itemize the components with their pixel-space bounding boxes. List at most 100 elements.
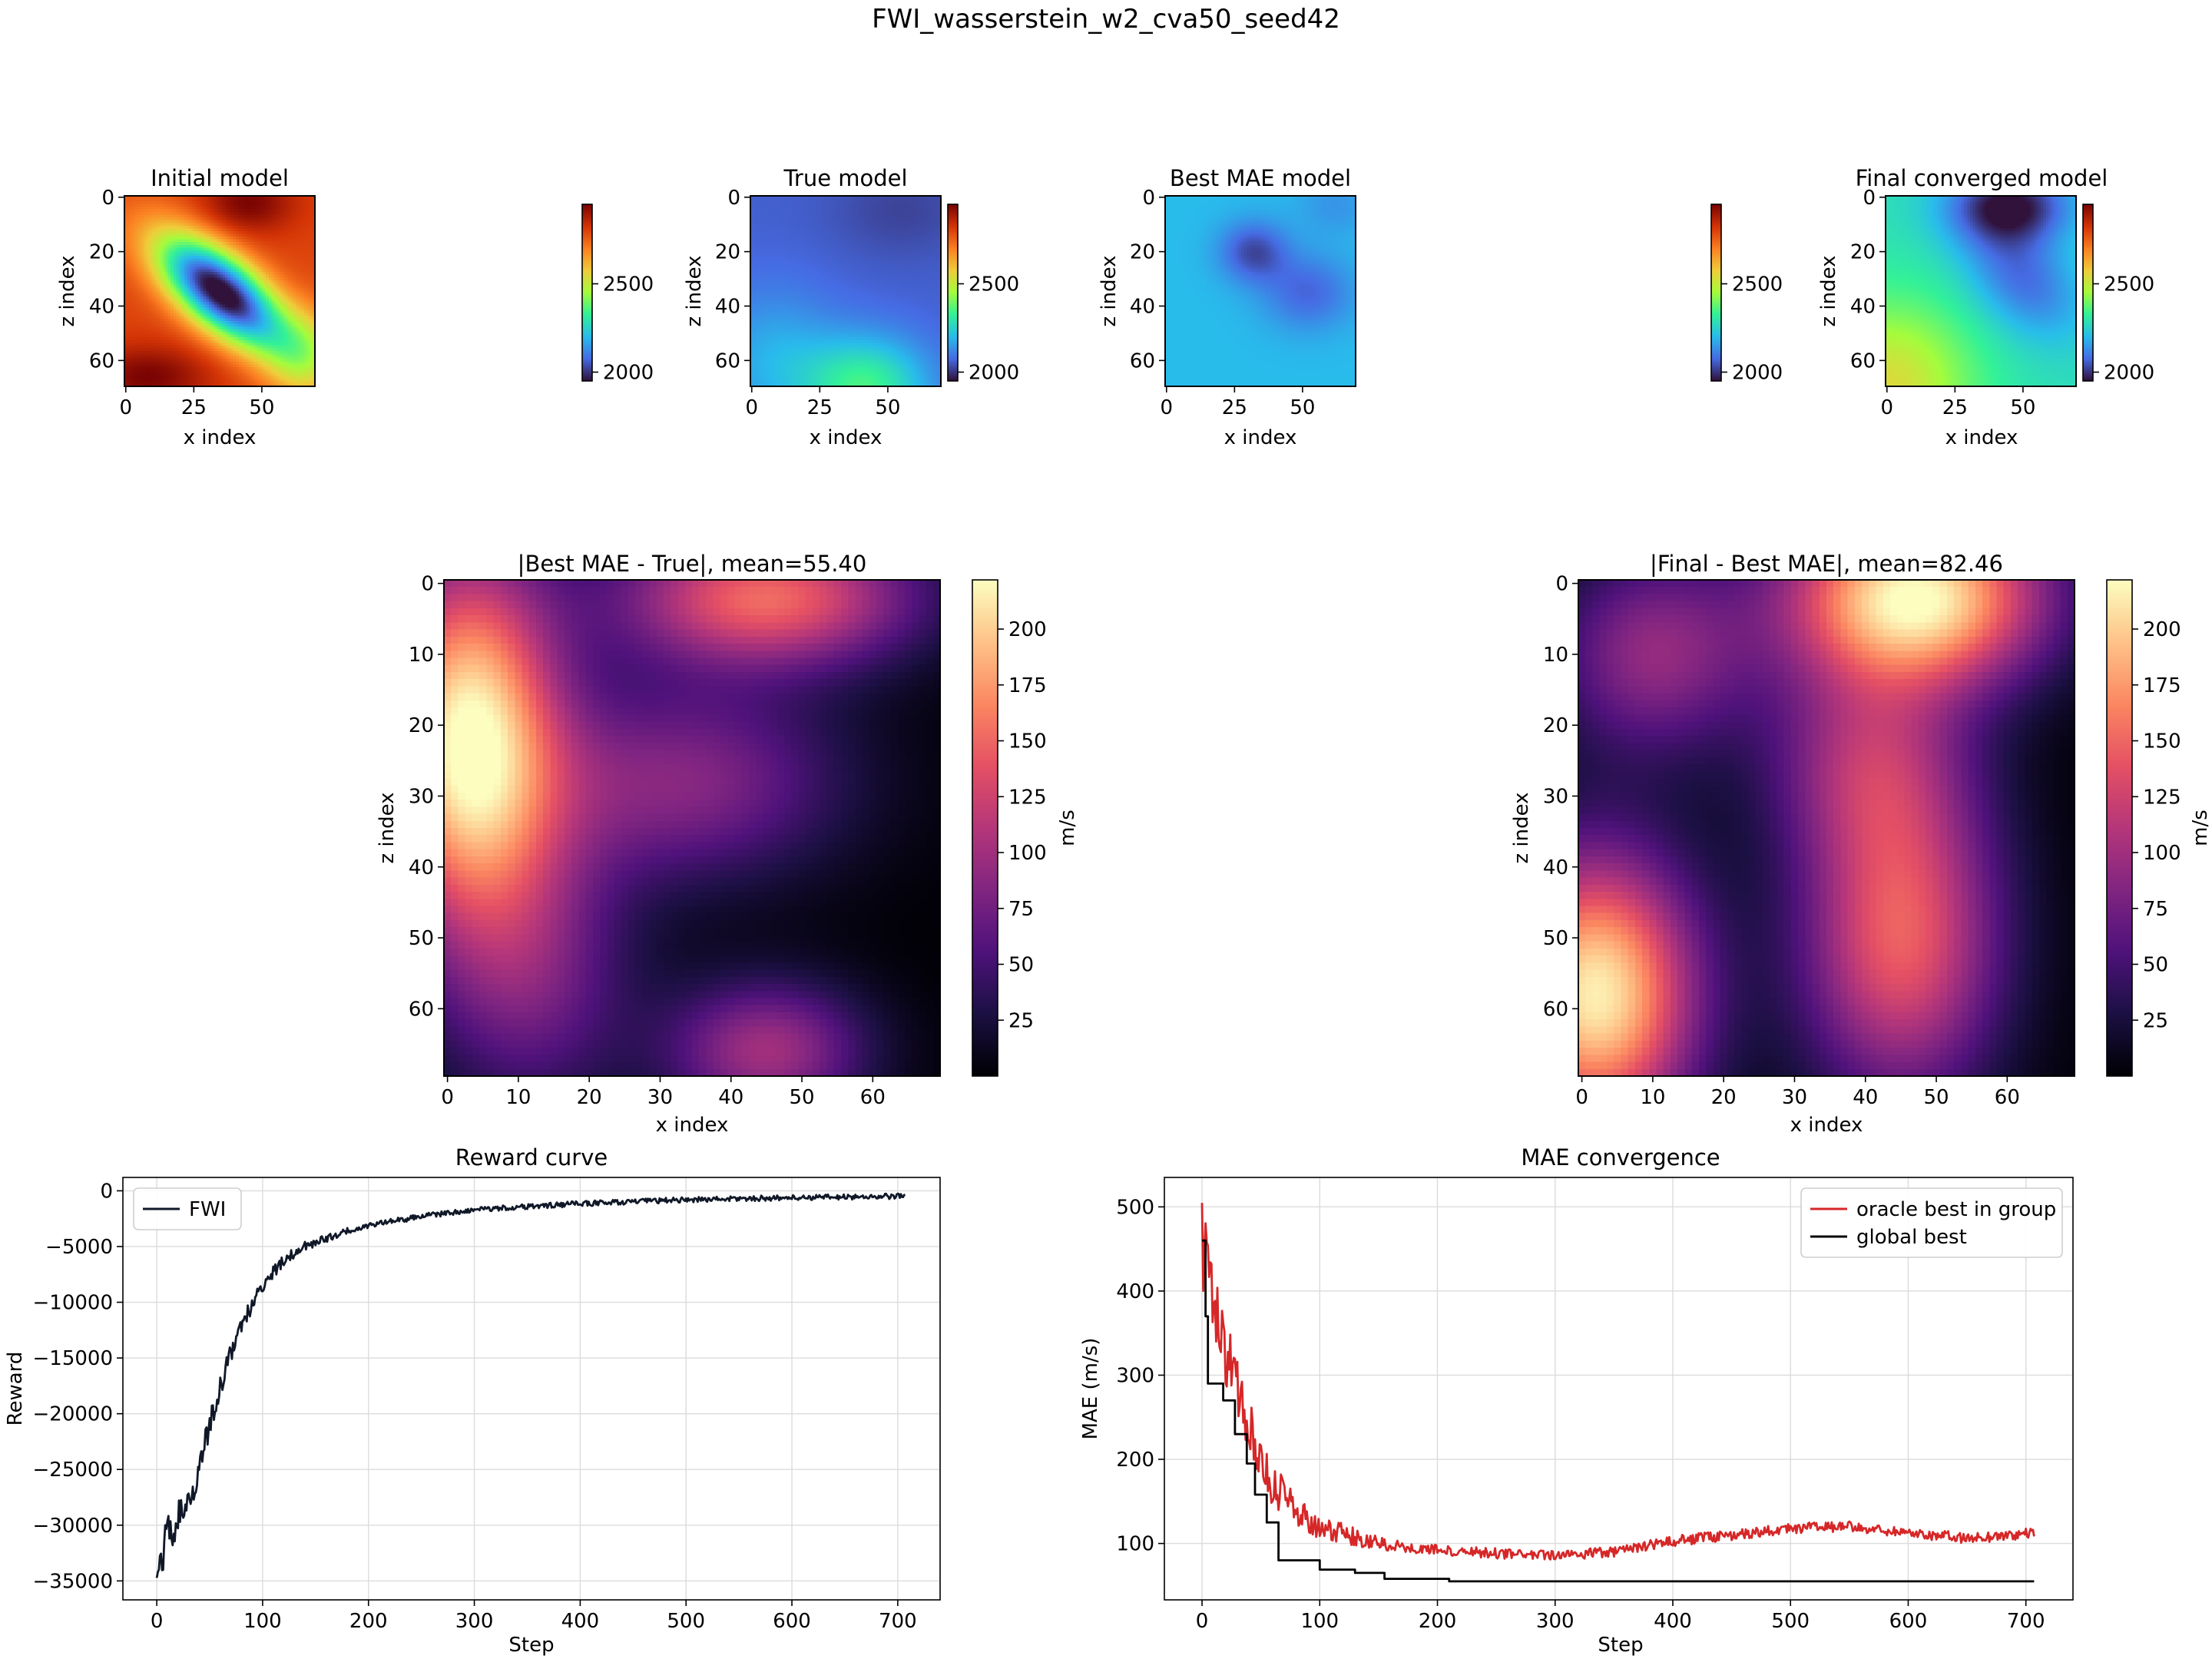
plot-reward-curve: 0 100 200 300 400 500 600 700 0 −5000 −10000 −15000… — [33, 1177, 941, 1633]
colorbar-diff-best-true: 25 50 75 100 125 150 175 200 — [972, 579, 1047, 1077]
colorbar-tick-label: 100 — [2143, 842, 2181, 865]
y-tick-label: 60 — [89, 349, 114, 373]
axes-diff-final-best: 0 10 20 30 40 50 60 0 10 20 30 40 50 60 — [1543, 573, 2020, 1109]
x-tick-label: 100 — [1300, 1610, 1339, 1633]
panel-mae-convergence: MAE convergence 0 100 200 300 400 500 600 700 10… — [1079, 1144, 2074, 1657]
x-tick-label: 50 — [1923, 1086, 1949, 1109]
colorbar-tick-label: 150 — [1008, 730, 1047, 753]
x-axis-label: Step — [1598, 1634, 1643, 1657]
x-tick-label: 200 — [349, 1610, 388, 1633]
panel-title: Best MAE model — [1170, 165, 1351, 191]
y-tick-label: −20000 — [33, 1403, 114, 1426]
colorbar-tick-label: 2000 — [969, 362, 1019, 385]
y-tick-label: −15000 — [33, 1347, 114, 1370]
y-tick-label: 0 — [101, 187, 114, 210]
y-tick-label: 0 — [1555, 573, 1568, 596]
legend: oracle best in group global best — [1800, 1187, 2063, 1258]
x-tick-label: 500 — [1771, 1610, 1810, 1633]
colorbar-tick-label: 2500 — [1732, 273, 1783, 296]
y-tick-label: 40 — [1543, 856, 1568, 879]
x-tick-label: 0 — [745, 396, 758, 419]
y-tick-label: 50 — [409, 927, 434, 950]
colorbar-tick-label: 200 — [1008, 618, 1047, 641]
x-tick-label: 30 — [647, 1086, 673, 1109]
colorbar-frame — [581, 204, 593, 382]
colorbar-tick-label: 50 — [1008, 954, 1034, 977]
x-axis-label: Step — [508, 1634, 554, 1657]
heatmap-initial-model — [124, 195, 316, 387]
heatmap-frame — [124, 195, 316, 387]
x-tick-label: 25 — [1222, 396, 1247, 419]
x-tick-label: 40 — [718, 1086, 743, 1109]
y-tick-label: 60 — [409, 998, 434, 1021]
colorbar-tick-label: 2000 — [2104, 362, 2154, 385]
x-tick-label: 0 — [1880, 396, 1893, 419]
y-axis-label: z index — [1510, 792, 1533, 863]
y-tick-label: 60 — [715, 349, 740, 373]
x-tick-label: 400 — [1654, 1610, 1692, 1633]
x-tick-label: 50 — [2010, 396, 2035, 419]
y-tick-label: 40 — [409, 856, 434, 879]
legend-label: FWI — [189, 1198, 226, 1221]
colorbar-frame — [972, 579, 998, 1077]
x-tick-label: 0 — [441, 1086, 454, 1109]
y-axis-label: Reward — [4, 1352, 27, 1426]
plot-frame — [122, 1177, 941, 1601]
y-tick-label: 200 — [1116, 1449, 1154, 1472]
x-tick-label: 60 — [1995, 1086, 2020, 1109]
colorbar-image — [948, 204, 958, 381]
y-tick-label: 10 — [409, 644, 434, 667]
y-tick-label: 0 — [1142, 187, 1155, 210]
y-tick-label: −35000 — [33, 1570, 114, 1593]
x-tick-label: 100 — [243, 1610, 282, 1633]
axes-final-converged-model: 0 25 50 0 20 40 60 — [1850, 187, 2036, 419]
heatmap-image — [750, 196, 941, 386]
panel-reward-curve: Reward curve 0 100 200 300 400 500 600 700 0 −500… — [4, 1144, 941, 1657]
panel-initial-model: Initial model 0 25 50 0 20 40 60 x index z ind… — [56, 165, 316, 449]
colorbar-image — [972, 580, 998, 1076]
x-tick-label: 25 — [807, 396, 833, 419]
y-tick-label: 20 — [1850, 241, 1876, 264]
colorbar-tick-label: 25 — [1008, 1009, 1034, 1032]
heatmap-diff-final-best — [1578, 579, 2075, 1077]
colorbar-frame — [1710, 204, 1722, 382]
x-axis-label: x index — [810, 426, 882, 449]
x-tick-label: 25 — [1942, 396, 1968, 419]
colorbar-tick-label: 2000 — [603, 362, 654, 385]
x-axis-label: x index — [656, 1114, 729, 1137]
x-tick-label: 0 — [1575, 1086, 1588, 1109]
heatmap-frame — [1885, 195, 2077, 387]
colorbar-image — [1711, 204, 1721, 381]
x-tick-label: 40 — [1853, 1086, 1878, 1109]
heatmap-image — [124, 196, 315, 386]
colorbar-true-model: 2000 2500 — [947, 204, 1019, 385]
x-tick-label: 0 — [1196, 1610, 1209, 1633]
y-tick-label: 40 — [1130, 295, 1155, 318]
panel-title: MAE convergence — [1521, 1144, 1720, 1171]
y-axis-label: z index — [1817, 255, 1840, 326]
colorbar-label: m/s — [1056, 810, 1079, 846]
panel-title: Initial model — [151, 165, 289, 191]
heatmap-frame — [750, 195, 942, 387]
colorbar-tick-label: 175 — [1008, 674, 1047, 697]
colorbar-tick-label: 75 — [1008, 898, 1034, 921]
colorbar-label: m/s — [2189, 810, 2212, 846]
series-line-oracle-best-in-group — [1200, 1203, 2035, 1561]
x-tick-label: 20 — [577, 1086, 602, 1109]
heatmap-diff-best-true — [443, 579, 941, 1077]
x-axis-label: x index — [184, 426, 257, 449]
panel-title: |Best MAE - True|, mean=55.40 — [518, 551, 867, 577]
colorbar-tick-label: 100 — [1008, 842, 1047, 865]
axes-best-mae-model: 0 25 50 0 20 40 60 — [1130, 187, 1316, 419]
colorbar-tick-label: 2500 — [969, 273, 1019, 296]
x-axis-label: x index — [1790, 1114, 1863, 1137]
y-tick-label: 0 — [100, 1180, 113, 1203]
x-tick-label: 300 — [1536, 1610, 1575, 1633]
plot-frame — [1164, 1177, 2074, 1601]
colorbar-tick-label: 2000 — [1732, 362, 1783, 385]
heatmap-frame — [443, 579, 941, 1077]
y-tick-label: 0 — [1863, 187, 1876, 210]
heatmap-frame — [1164, 195, 1356, 387]
colorbar-tick-label: 75 — [2143, 898, 2168, 921]
